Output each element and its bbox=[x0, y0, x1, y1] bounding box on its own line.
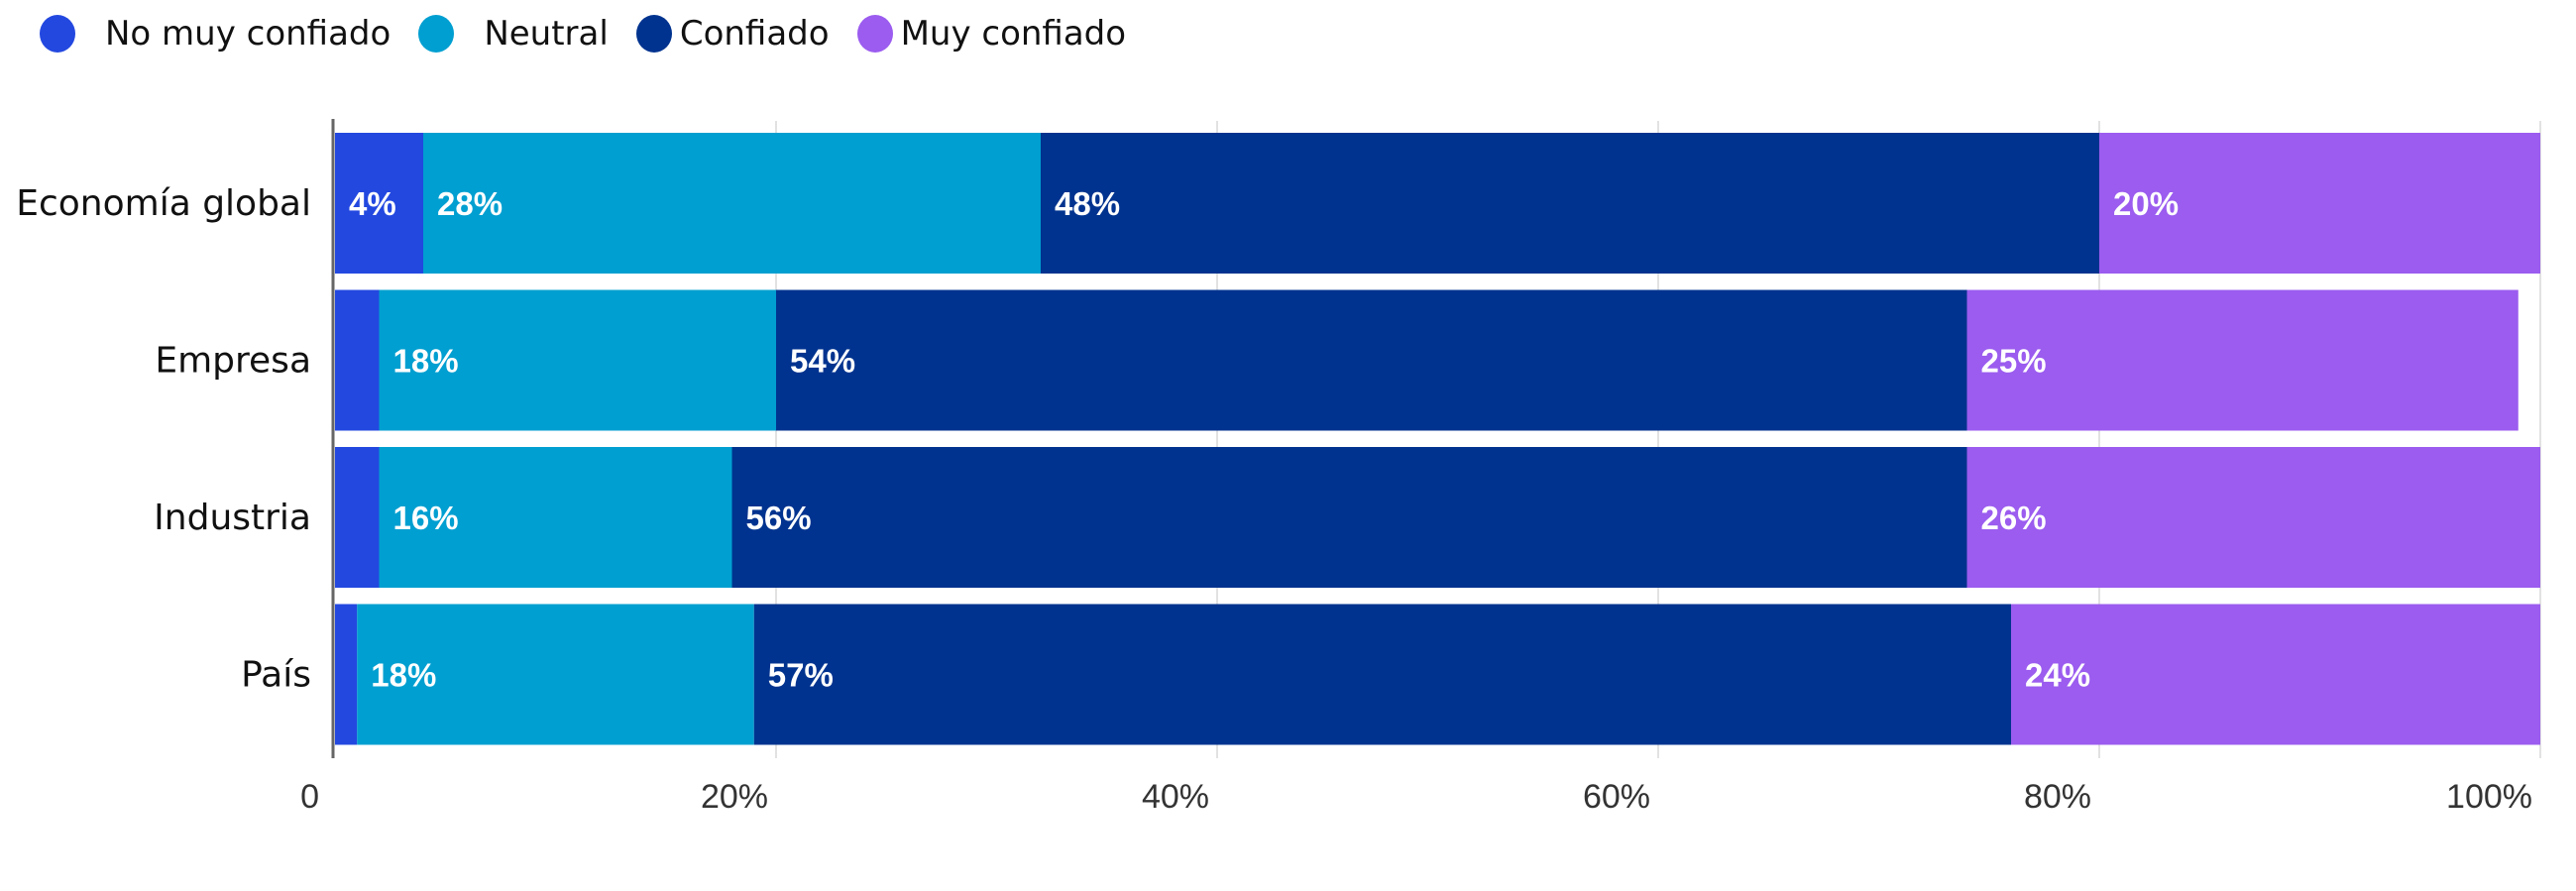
category-label: Economía global bbox=[16, 183, 311, 224]
legend-dot-icon bbox=[856, 15, 893, 53]
bar-segment bbox=[1966, 289, 2519, 431]
category-label: País bbox=[241, 655, 311, 696]
data-label: 54% bbox=[790, 343, 855, 380]
data-label: 16% bbox=[393, 500, 459, 536]
bar-segment bbox=[423, 133, 1041, 274]
category-label: Industria bbox=[154, 498, 311, 538]
x-tick-label: 0 bbox=[300, 778, 319, 816]
legend-item[interactable]: Confiado bbox=[635, 14, 830, 54]
bar-segment bbox=[1966, 447, 2540, 588]
category-label: Empresa bbox=[155, 341, 311, 382]
bar-segment bbox=[1041, 133, 2099, 274]
legend-item[interactable]: Muy confiado bbox=[856, 14, 1127, 54]
bar-segment bbox=[357, 604, 754, 745]
data-label: 26% bbox=[1981, 500, 2047, 536]
data-label: 4% bbox=[349, 185, 396, 222]
legend-item[interactable]: No muy confiado bbox=[40, 14, 391, 54]
legend-label: Neutral bbox=[484, 14, 609, 54]
legend-item[interactable]: Neutral bbox=[418, 14, 609, 54]
legend-label: Muy confiado bbox=[900, 14, 1127, 54]
bar-segment bbox=[731, 447, 1967, 588]
data-label: 57% bbox=[768, 657, 834, 694]
legend-dot-icon bbox=[40, 15, 75, 53]
x-tick-label: 60% bbox=[1583, 778, 1650, 816]
legend-label: No muy confiado bbox=[105, 14, 392, 54]
data-label: 24% bbox=[2025, 657, 2090, 694]
bar-segment bbox=[2099, 133, 2540, 274]
bar-segment bbox=[2011, 604, 2540, 745]
legend: No muy confiado Neutral Confiado Muy confia… bbox=[40, 14, 1154, 54]
x-tick-label: 40% bbox=[1142, 778, 1209, 816]
data-label: 18% bbox=[371, 657, 436, 694]
bar-segment bbox=[335, 289, 380, 431]
legend-dot-icon bbox=[418, 15, 455, 53]
bar-segment bbox=[335, 604, 358, 745]
bar-segment bbox=[776, 289, 1967, 431]
data-label: 25% bbox=[1981, 343, 2047, 380]
x-tick-label: 20% bbox=[701, 778, 768, 816]
legend-label: Confiado bbox=[679, 14, 830, 54]
data-label: 28% bbox=[437, 185, 503, 222]
data-label: 18% bbox=[393, 343, 459, 380]
legend-dot-icon bbox=[635, 15, 672, 53]
bar-segment bbox=[379, 447, 732, 588]
bar-segment bbox=[753, 604, 2011, 745]
data-label: 20% bbox=[2113, 185, 2179, 222]
data-label: 48% bbox=[1055, 185, 1120, 222]
bar-segment bbox=[335, 133, 423, 274]
bar-segment bbox=[335, 447, 380, 588]
data-label: 56% bbox=[746, 500, 812, 536]
bar-segment bbox=[379, 289, 776, 431]
x-tick-label: 100% bbox=[2446, 778, 2532, 816]
x-tick-label: 80% bbox=[2024, 778, 2091, 816]
